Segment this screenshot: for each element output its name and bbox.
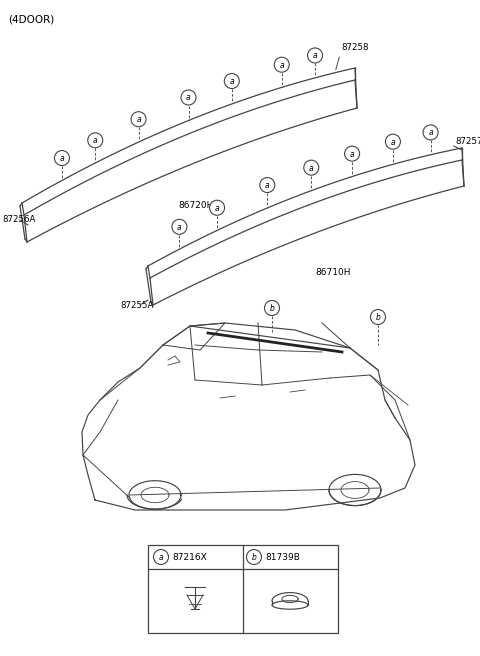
Circle shape — [260, 178, 275, 192]
Circle shape — [385, 134, 400, 149]
Bar — [148, 545, 338, 633]
Circle shape — [181, 90, 196, 105]
Circle shape — [345, 146, 360, 161]
Circle shape — [210, 200, 225, 215]
Circle shape — [224, 73, 240, 89]
Circle shape — [264, 300, 279, 316]
Text: b: b — [252, 553, 256, 562]
Text: a: a — [60, 154, 64, 163]
Text: a: a — [350, 150, 354, 159]
Circle shape — [88, 133, 103, 148]
Circle shape — [274, 57, 289, 72]
Text: a: a — [229, 77, 234, 86]
Text: 87216X: 87216X — [172, 552, 207, 562]
Circle shape — [154, 550, 168, 565]
Text: 81739B: 81739B — [265, 552, 300, 562]
Text: a: a — [391, 138, 395, 147]
Circle shape — [54, 150, 70, 165]
Text: 87258: 87258 — [341, 43, 369, 52]
Circle shape — [308, 48, 323, 63]
Text: b: b — [375, 313, 381, 322]
Text: a: a — [215, 204, 219, 213]
Text: 86710H: 86710H — [315, 268, 350, 277]
Text: a: a — [136, 115, 141, 124]
Circle shape — [423, 125, 438, 140]
Circle shape — [247, 550, 262, 565]
Text: a: a — [93, 136, 97, 146]
Text: a: a — [159, 553, 163, 562]
Text: a: a — [428, 129, 433, 137]
Text: b: b — [270, 304, 275, 313]
Text: a: a — [313, 51, 317, 60]
Text: 87255A: 87255A — [120, 301, 154, 310]
Text: a: a — [265, 181, 270, 190]
Text: a: a — [186, 94, 191, 102]
Text: a: a — [309, 163, 313, 173]
Text: a: a — [177, 223, 182, 232]
Circle shape — [131, 112, 146, 127]
Text: 87257: 87257 — [455, 137, 480, 146]
Circle shape — [371, 310, 385, 325]
Text: (4DOOR): (4DOOR) — [8, 14, 54, 24]
Text: 86720H: 86720H — [178, 201, 214, 210]
Text: a: a — [279, 61, 284, 70]
Circle shape — [172, 219, 187, 234]
Circle shape — [304, 160, 319, 175]
Text: 87256A: 87256A — [2, 215, 36, 224]
